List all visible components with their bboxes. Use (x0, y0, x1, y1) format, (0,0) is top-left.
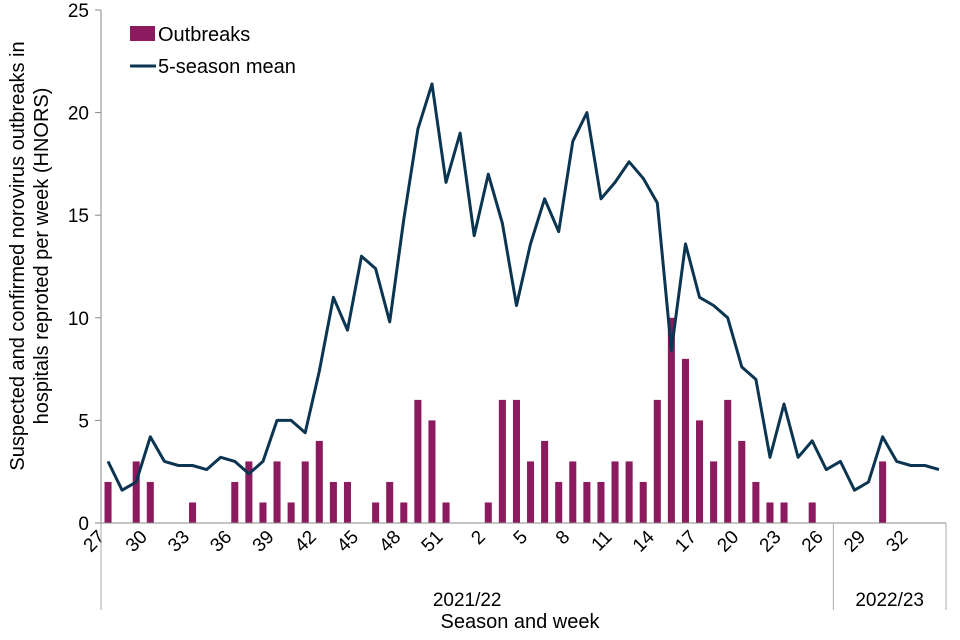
legend-outbreaks-label: Outbreaks (158, 24, 250, 46)
legend-mean-label: 5-season mean (158, 56, 296, 78)
y-tick-label: 25 (68, 1, 89, 22)
outbreak-bar-week-23 (780, 502, 788, 523)
outbreak-bar-week-10 (597, 481, 605, 523)
y-tick-label: 10 (68, 309, 89, 330)
season-label: 2022/23 (855, 590, 924, 611)
x-tick-label: 23 (756, 527, 786, 557)
x-tick-label: 45 (333, 527, 363, 557)
x-tick-label: 20 (713, 527, 743, 557)
outbreak-bar-week-25 (808, 502, 816, 523)
outbreak-bar-week-12 (625, 461, 633, 523)
outbreak-bar-week-48 (400, 502, 408, 523)
season-label: 2021/22 (433, 590, 502, 611)
y-axis-ticks: 0 5 10 15 20 25 (68, 1, 101, 535)
outbreak-bar-week-41 (301, 461, 309, 523)
x-tick-label: 17 (671, 527, 701, 557)
outbreak-bar-week-47 (386, 481, 394, 523)
x-tick-label: 8 (552, 527, 574, 549)
x-tick-label: 11 (588, 527, 617, 556)
outbreak-bar-week-14 (653, 399, 661, 523)
outbreak-bar-week-21 (752, 481, 760, 523)
outbreak-bar-week-20 (738, 440, 746, 523)
outbreak-bar-week-29 (132, 461, 140, 523)
y-tick-label: 20 (68, 104, 89, 125)
outbreak-bar-week-22 (766, 502, 774, 523)
outbreak-bars (104, 317, 887, 523)
outbreak-bar-week-33 (189, 502, 197, 523)
outbreak-bar-week-13 (639, 481, 647, 523)
x-tick-label: 32 (882, 527, 912, 557)
outbreak-bar-week-38 (259, 502, 267, 523)
y-tick-label: 0 (78, 514, 89, 535)
x-tick-label: 33 (164, 527, 194, 557)
outbreak-bar-week-40 (287, 502, 295, 523)
y-tick-label: 15 (68, 206, 89, 227)
x-tick-label: 51 (418, 527, 448, 557)
legend-outbreaks-swatch (130, 26, 155, 41)
axes (100, 10, 946, 524)
outbreak-bar-week-11 (611, 461, 619, 523)
x-tick-label: 36 (206, 527, 236, 557)
outbreak-bar-week-2 (484, 502, 492, 523)
season-labels: 2021/22 2022/23 (100, 523, 947, 611)
outbreak-bar-week-42 (315, 440, 323, 523)
outbreak-bar-week-19 (724, 399, 732, 523)
outbreak-bar-week-16 (681, 358, 689, 523)
legend: Outbreaks 5-season mean (130, 24, 296, 78)
outbreak-bar-week-27 (104, 481, 112, 523)
outbreak-bar-week-8 (569, 461, 577, 523)
outbreak-bar-week-36 (231, 481, 239, 523)
outbreak-bar-week-3 (498, 399, 506, 523)
outbreak-bar-week-30 (879, 461, 887, 523)
y-axis-title-line1: Suspected and confirmed norovirus outbre… (7, 41, 29, 470)
outbreak-bar-week-6 (541, 440, 549, 523)
x-axis-ticks: 27 30 33 36 39 42 45 48 51 2 5 8 11 14 17 20 23 26 29 32 (80, 526, 913, 556)
outbreak-bar-week-7 (555, 481, 563, 523)
outbreak-bar-week-4 (512, 399, 520, 523)
outbreak-bar-week-30 (146, 481, 154, 523)
outbreak-bar-week-17 (696, 420, 704, 523)
x-tick-label: 30 (122, 527, 152, 557)
outbreak-bar-week-49 (414, 399, 422, 523)
outbreak-bar-week-9 (583, 481, 591, 523)
x-tick-label: 26 (798, 527, 828, 557)
outbreak-bar-week-46 (372, 502, 380, 523)
x-tick-label: 29 (840, 527, 870, 557)
x-tick-label: 5 (510, 527, 532, 549)
x-tick-label: 42 (291, 527, 321, 557)
outbreak-bar-week-44 (343, 481, 351, 523)
x-tick-label: 14 (629, 526, 659, 556)
x-tick-label: 48 (375, 527, 405, 557)
outbreak-bar-week-5 (527, 461, 535, 523)
outbreak-bar-week-39 (273, 461, 281, 523)
x-axis-title: Season and week (440, 611, 600, 633)
outbreak-bar-week-15 (667, 317, 675, 523)
y-tick-label: 5 (78, 411, 89, 432)
outbreak-bar-week-18 (710, 461, 718, 523)
outbreak-bar-week-50 (428, 420, 436, 523)
outbreak-bar-week-43 (329, 481, 337, 523)
outbreak-bar-week-51 (442, 502, 450, 523)
x-tick-label: 2 (467, 527, 489, 549)
outbreak-bar-week-37 (245, 461, 253, 523)
five-season-mean-line (106, 82, 940, 492)
x-tick-label: 39 (249, 527, 279, 557)
y-axis-title-line2: hospitals reproted per week (HNORS) (31, 88, 53, 425)
